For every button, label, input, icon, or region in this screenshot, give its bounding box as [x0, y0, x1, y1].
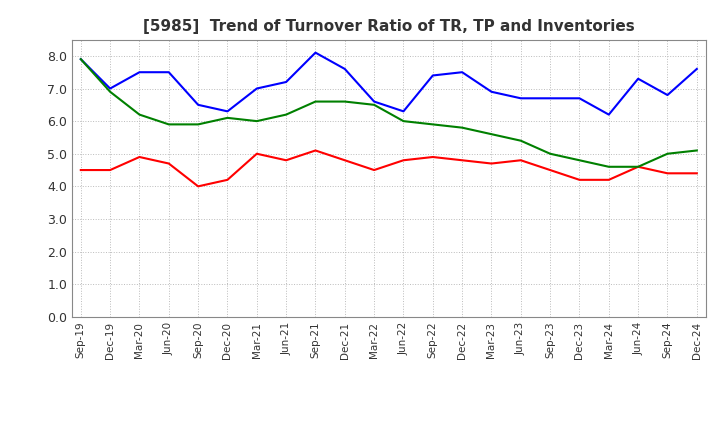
Trade Receivables [487, 161, 496, 166]
Trade Payables [135, 70, 144, 75]
Trade Payables [663, 92, 672, 98]
Trade Receivables [634, 164, 642, 169]
Trade Receivables [76, 167, 85, 172]
Trade Receivables [282, 158, 290, 163]
Trade Payables [282, 79, 290, 84]
Trade Receivables [693, 171, 701, 176]
Line: Trade Receivables: Trade Receivables [81, 150, 697, 187]
Trade Payables [253, 86, 261, 91]
Inventories [194, 122, 202, 127]
Inventories [76, 56, 85, 62]
Inventories [575, 158, 584, 163]
Trade Payables [399, 109, 408, 114]
Inventories [135, 112, 144, 117]
Trade Payables [693, 66, 701, 72]
Trade Receivables [135, 154, 144, 160]
Inventories [370, 102, 379, 107]
Trade Receivables [458, 158, 467, 163]
Trade Receivables [546, 167, 554, 172]
Inventories [164, 122, 173, 127]
Trade Payables [605, 112, 613, 117]
Trade Payables [428, 73, 437, 78]
Inventories [428, 122, 437, 127]
Inventories [516, 138, 525, 143]
Trade Payables [487, 89, 496, 95]
Inventories [487, 132, 496, 137]
Line: Trade Payables: Trade Payables [81, 53, 697, 114]
Inventories [546, 151, 554, 156]
Trade Receivables [341, 158, 349, 163]
Trade Payables [341, 66, 349, 72]
Trade Payables [311, 50, 320, 55]
Trade Receivables [194, 184, 202, 189]
Inventories [106, 89, 114, 95]
Trade Receivables [370, 167, 379, 172]
Inventories [693, 148, 701, 153]
Title: [5985]  Trend of Turnover Ratio of TR, TP and Inventories: [5985] Trend of Turnover Ratio of TR, TP… [143, 19, 634, 34]
Inventories [223, 115, 232, 121]
Trade Payables [194, 102, 202, 107]
Inventories [399, 118, 408, 124]
Trade Payables [575, 95, 584, 101]
Trade Payables [76, 56, 85, 62]
Trade Receivables [663, 171, 672, 176]
Trade Receivables [253, 151, 261, 156]
Inventories [341, 99, 349, 104]
Trade Payables [106, 86, 114, 91]
Trade Receivables [106, 167, 114, 172]
Trade Payables [516, 95, 525, 101]
Trade Receivables [605, 177, 613, 183]
Trade Payables [458, 70, 467, 75]
Trade Payables [634, 76, 642, 81]
Trade Receivables [428, 154, 437, 160]
Trade Receivables [516, 158, 525, 163]
Trade Payables [223, 109, 232, 114]
Line: Inventories: Inventories [81, 59, 697, 167]
Trade Receivables [575, 177, 584, 183]
Inventories [605, 164, 613, 169]
Inventories [311, 99, 320, 104]
Trade Receivables [311, 148, 320, 153]
Inventories [634, 164, 642, 169]
Trade Payables [370, 99, 379, 104]
Trade Payables [164, 70, 173, 75]
Trade Receivables [223, 177, 232, 183]
Inventories [253, 118, 261, 124]
Trade Receivables [164, 161, 173, 166]
Trade Payables [546, 95, 554, 101]
Inventories [663, 151, 672, 156]
Inventories [282, 112, 290, 117]
Inventories [458, 125, 467, 130]
Trade Receivables [399, 158, 408, 163]
